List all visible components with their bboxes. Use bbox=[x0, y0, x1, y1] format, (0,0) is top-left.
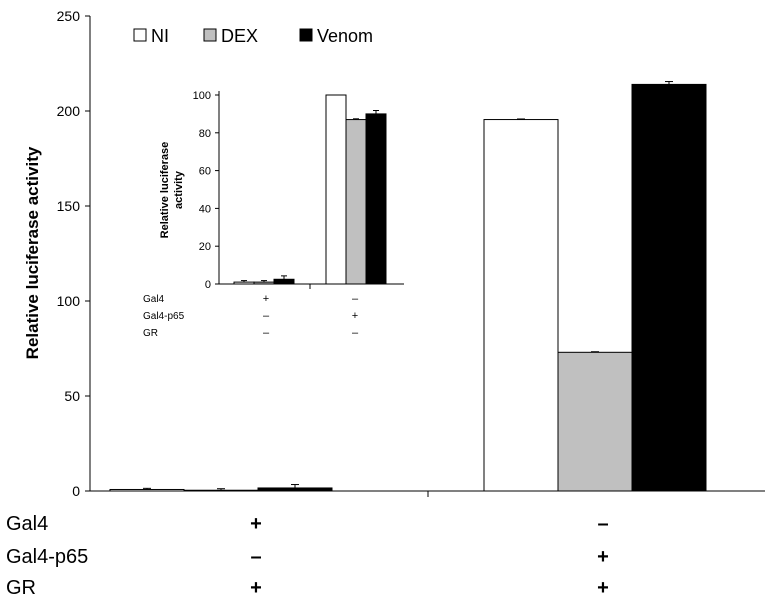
inset-condition-label: GR bbox=[143, 328, 158, 339]
y-tick-label: 0 bbox=[72, 483, 80, 499]
condition-label: Gal4 bbox=[6, 513, 48, 535]
legend: NI DEX Venom bbox=[133, 26, 373, 46]
y-tick-label: 50 bbox=[64, 388, 80, 404]
inset-chart: 0 20 40 60 80 100 Relative luciferase activity G… bbox=[143, 90, 404, 339]
y-tick-label: 150 bbox=[57, 198, 81, 214]
legend-swatch-dex bbox=[203, 28, 217, 42]
legend-label-venom: Venom bbox=[317, 26, 373, 46]
y-tick-label: 250 bbox=[57, 8, 81, 24]
inset-bar-venom bbox=[365, 113, 387, 285]
inset-y-tick-label: 100 bbox=[193, 90, 211, 102]
condition-sign: – bbox=[250, 546, 261, 568]
inset-bar-dex bbox=[345, 119, 367, 285]
y-axis-label: Relative luciferase activity bbox=[23, 146, 42, 359]
inset-y-tick-label: 40 bbox=[199, 203, 211, 215]
bar-dex bbox=[183, 489, 259, 492]
inset-condition-label: Gal4 bbox=[143, 294, 165, 305]
inset-condition-label: Gal4-p65 bbox=[143, 311, 185, 322]
bar-ni bbox=[109, 488, 185, 492]
inset-bar-ni bbox=[233, 281, 255, 285]
condition-label: Gal4-p65 bbox=[6, 546, 88, 568]
inset-condition-sign: – bbox=[263, 327, 270, 339]
inset-y-axis-label-line: activity bbox=[173, 170, 185, 209]
legend-swatch-ni bbox=[133, 28, 147, 42]
inset-bar-ni bbox=[325, 94, 347, 285]
bar-dex bbox=[557, 351, 633, 492]
inset-bar-dex bbox=[253, 281, 275, 285]
condition-sign: + bbox=[597, 546, 609, 568]
inset-condition-sign: + bbox=[263, 293, 269, 305]
condition-sign: – bbox=[597, 513, 608, 535]
condition-sign: + bbox=[250, 513, 262, 535]
condition-table: Gal4 + – Gal4-p65 – + GR + + bbox=[6, 513, 609, 599]
legend-label-ni: NI bbox=[151, 26, 169, 46]
inset-condition-sign: – bbox=[263, 310, 270, 322]
inset-y-tick-label: 60 bbox=[199, 166, 211, 178]
inset-y-tick-label: 0 bbox=[205, 279, 211, 291]
legend-label-dex: DEX bbox=[221, 26, 258, 46]
condition-sign: + bbox=[250, 577, 262, 599]
condition-label: GR bbox=[6, 577, 36, 599]
inset-y-axis-label: Relative luciferase activity bbox=[159, 142, 185, 239]
inset-condition-sign: + bbox=[352, 310, 358, 322]
bar-venom bbox=[257, 487, 333, 492]
inset-y-tick-label: 20 bbox=[199, 241, 211, 253]
inset-bar-venom bbox=[273, 278, 295, 285]
inset-y-tick-label: 80 bbox=[199, 128, 211, 140]
inset-condition-sign: – bbox=[352, 293, 359, 305]
bar-venom bbox=[631, 83, 707, 492]
y-tick-label: 100 bbox=[57, 293, 81, 309]
bar-ni bbox=[483, 119, 559, 492]
inset-condition-sign: – bbox=[352, 327, 359, 339]
legend-swatch-venom bbox=[299, 28, 313, 42]
y-tick-label: 200 bbox=[57, 103, 81, 119]
condition-sign: + bbox=[597, 577, 609, 599]
inset-y-axis-label-line: Relative luciferase bbox=[159, 142, 171, 239]
